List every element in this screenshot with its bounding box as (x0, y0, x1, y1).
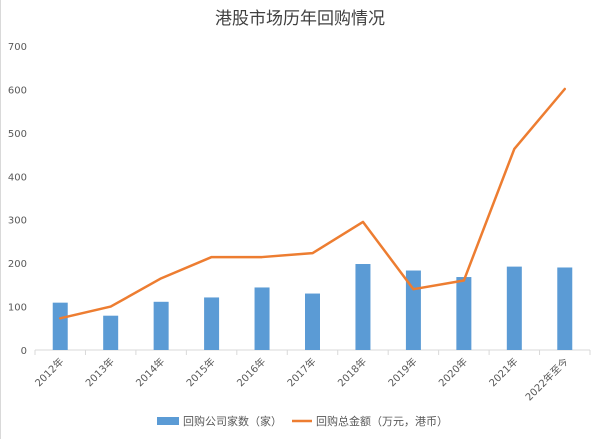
x-axis-labels: 2012年 2013年 2014年 2015年 2016年 2017年 2018年 2019年… (32, 355, 571, 403)
bar-2013年 (103, 316, 118, 350)
x-tick-label: 2020年 (436, 355, 470, 389)
bar-2021年 (507, 267, 522, 350)
bar-2022年至今 (557, 267, 572, 350)
x-tick-label: 2013年 (83, 355, 117, 389)
bar-2020年 (456, 277, 471, 350)
x-tick-label: 2017年 (284, 355, 318, 389)
y-tick-label: 500 (8, 129, 27, 140)
bar-2016年 (255, 287, 270, 350)
line-series (60, 89, 565, 319)
legend-label-line: 回购总金额（万元，港币） (316, 414, 448, 428)
bar-2015年 (204, 297, 219, 350)
left-border (0, 0, 1, 439)
x-tick-label: 2021年 (486, 355, 520, 389)
line-total-amount (60, 89, 565, 318)
bar-2018年 (355, 264, 370, 350)
y-tick-label: 0 (21, 346, 27, 357)
x-tick-label: 2014年 (133, 355, 167, 389)
x-tick-label: 2019年 (385, 355, 419, 389)
legend-label-bar: 回购公司家数（家） (183, 414, 282, 428)
legend: 回购公司家数（家） 回购总金额（万元，港币） (157, 414, 448, 428)
x-tick-label: 2016年 (234, 355, 268, 389)
bar-2014年 (154, 302, 169, 350)
x-tick-label: 2022年至今 (522, 355, 570, 403)
y-tick-label: 100 (8, 303, 27, 314)
y-tick-label: 700 (8, 42, 27, 53)
y-axis-labels: 0 100 200 300 400 500 600 700 (8, 42, 27, 357)
y-tick-label: 300 (8, 216, 27, 227)
x-tick-label: 2018年 (335, 355, 369, 389)
y-tick-label: 600 (8, 85, 27, 96)
bar-2012年 (53, 303, 68, 350)
chart-title: 港股市场历年回购情况 (215, 9, 385, 29)
bar-series (53, 264, 573, 350)
x-axis (35, 350, 590, 355)
bar-2017年 (305, 294, 320, 350)
legend-swatch-bar (157, 417, 179, 425)
x-tick-label: 2015年 (183, 355, 217, 389)
y-tick-label: 200 (8, 259, 27, 270)
y-tick-label: 400 (8, 172, 27, 183)
x-tick-label: 2012年 (32, 355, 66, 389)
